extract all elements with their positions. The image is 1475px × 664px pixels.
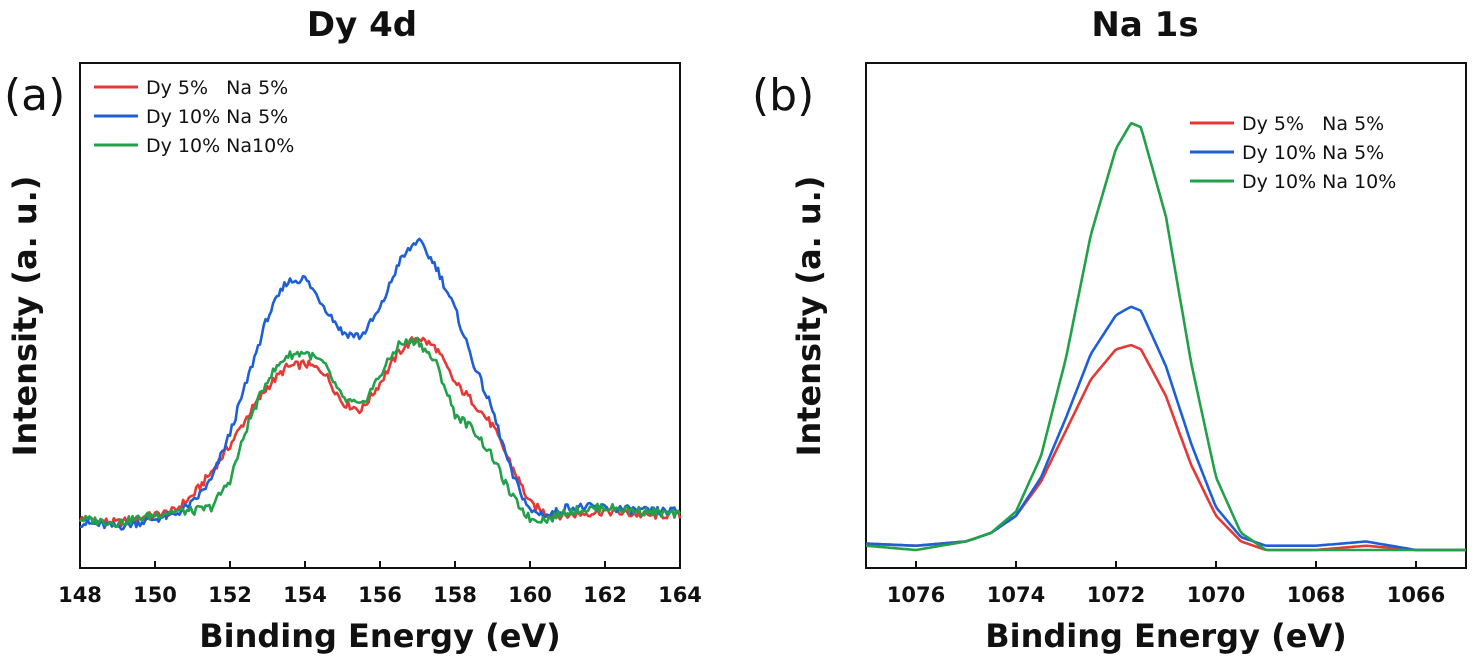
x-tick-label: 1076 bbox=[887, 583, 945, 607]
legend: Dy 5% Na 5% Dy 10% Na 5% Dy 10% Na10% bbox=[94, 77, 294, 157]
series-line bbox=[78, 336, 682, 528]
x-tick-label: 164 bbox=[658, 583, 702, 607]
series-line bbox=[865, 305, 1466, 552]
x-tick-label: 148 bbox=[58, 583, 102, 607]
legend-label: Dy 10% Na 5% bbox=[146, 106, 288, 128]
legend-label: Dy 10% Na10% bbox=[146, 135, 294, 157]
x-axis-label: Binding Energy (eV) bbox=[199, 617, 561, 655]
x-axis-ticks: 1076 1074 1072 1070 1068 1066 bbox=[887, 561, 1445, 607]
x-tick-label: 152 bbox=[208, 583, 252, 607]
panel-label: (b) bbox=[752, 70, 814, 121]
plot-frame bbox=[865, 62, 1467, 569]
plot-area: 148 150 152 154 156 158 160 162 164 Dy 5% Na 5%D… bbox=[58, 62, 702, 607]
series-layer bbox=[78, 237, 682, 531]
x-tick-label: 158 bbox=[433, 583, 477, 607]
x-tick-label: 154 bbox=[283, 583, 327, 607]
series-line bbox=[865, 121, 1466, 552]
x-tick-label: 1068 bbox=[1287, 583, 1345, 607]
x-axis-ticks: 148 150 152 154 156 158 160 162 164 bbox=[58, 561, 702, 607]
legend-label: Dy 10% Na 5% bbox=[1242, 142, 1384, 164]
x-tick-label: 1070 bbox=[1187, 583, 1245, 607]
legend-label: Dy 5% Na 5% bbox=[146, 77, 288, 99]
series-layer bbox=[865, 121, 1466, 552]
x-tick-label: 160 bbox=[508, 583, 552, 607]
x-tick-label: 156 bbox=[358, 583, 402, 607]
y-axis-label: Intensity (a. u.) bbox=[6, 176, 44, 457]
panel-na1s: Na 1s (b) 1076 1074 1072 1070 1068 1066 Dy 5%… bbox=[752, 5, 1467, 655]
legend-label: Dy 10% Na 10% bbox=[1242, 171, 1396, 193]
x-tick-label: 162 bbox=[583, 583, 627, 607]
legend-label: Dy 5% Na 5% bbox=[1242, 113, 1384, 135]
panel-dy4d: Dy 4d (a) 148 150 152 154 156 158 160 162 164 Dy… bbox=[4, 5, 702, 655]
series-line bbox=[79, 336, 682, 528]
series-line bbox=[865, 343, 1466, 552]
x-tick-label: 150 bbox=[133, 583, 177, 607]
legend: Dy 5% Na 5% Dy 10% Na 5% Dy 10% Na 10% bbox=[1190, 113, 1396, 193]
panel-label: (a) bbox=[4, 70, 65, 121]
x-tick-label: 1072 bbox=[1087, 583, 1145, 607]
chart-title: Na 1s bbox=[1091, 5, 1198, 45]
chart-title: Dy 4d bbox=[307, 5, 417, 45]
series-line bbox=[79, 237, 681, 531]
x-axis-label: Binding Energy (eV) bbox=[985, 617, 1347, 655]
plot-area: 1076 1074 1072 1070 1068 1066 Dy 5% Na 5% Dy 1… bbox=[865, 62, 1467, 607]
y-axis-label: Intensity (a. u.) bbox=[790, 176, 828, 457]
x-tick-label: 1066 bbox=[1387, 583, 1445, 607]
x-tick-label: 1074 bbox=[987, 583, 1045, 607]
